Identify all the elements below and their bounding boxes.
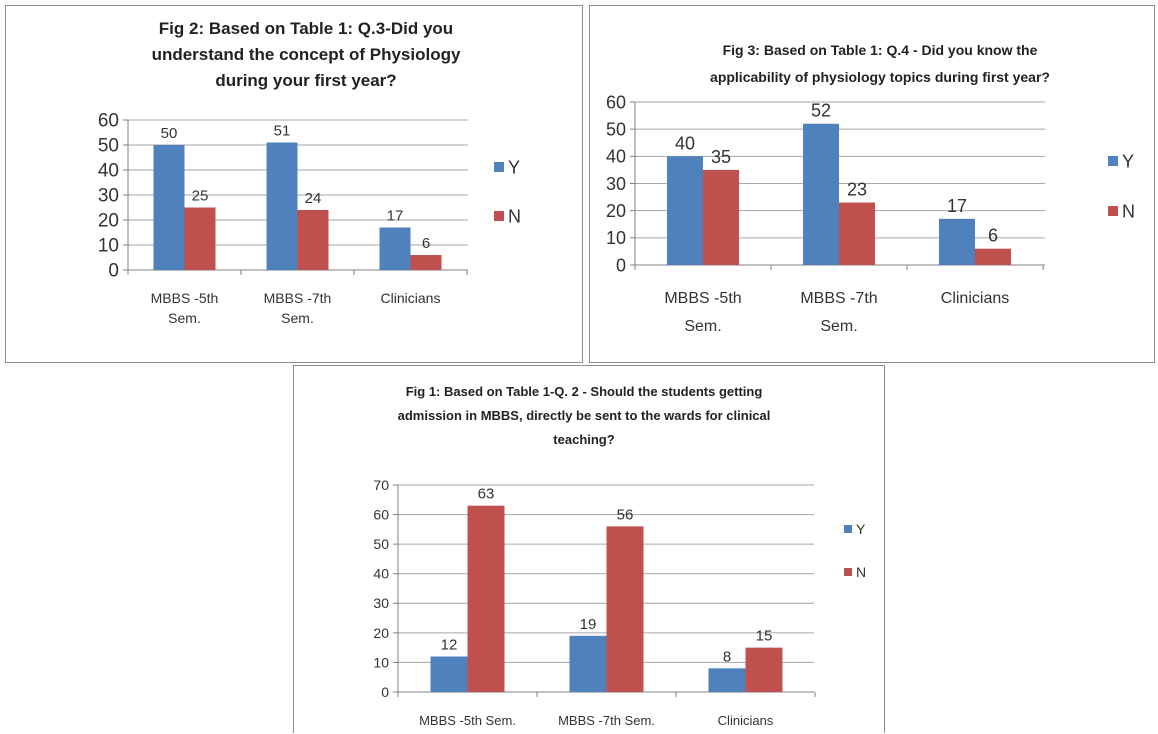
y-tick-label: 50 bbox=[373, 536, 389, 552]
y-tick-label: 40 bbox=[98, 161, 119, 182]
y-tick-label: 20 bbox=[606, 201, 626, 221]
legend-swatch-y bbox=[494, 162, 504, 172]
y-tick-label: 10 bbox=[98, 236, 119, 257]
x-tick-label: MBBS -7th Sem. bbox=[558, 713, 655, 728]
x-tick-label: Sem. bbox=[684, 318, 721, 335]
bar-n-3 bbox=[745, 647, 783, 692]
bar-n-2 bbox=[297, 210, 329, 270]
bar-y-1 bbox=[667, 156, 703, 265]
data-label: 17 bbox=[387, 208, 404, 225]
chart-title-line: during your first year? bbox=[215, 71, 396, 90]
data-label: 25 bbox=[192, 188, 209, 205]
y-tick-label: 60 bbox=[606, 92, 626, 112]
bar-y-2 bbox=[266, 142, 298, 270]
y-tick-label: 10 bbox=[606, 228, 626, 248]
y-tick-label: 30 bbox=[98, 186, 119, 207]
y-tick-label: 30 bbox=[373, 595, 389, 611]
data-label: 6 bbox=[422, 235, 430, 252]
data-label: 12 bbox=[441, 637, 458, 654]
legend-label: N bbox=[508, 206, 521, 226]
bar-n-1 bbox=[467, 505, 505, 692]
x-tick-label: MBBS -5th bbox=[664, 290, 741, 307]
y-tick-label: 60 bbox=[98, 111, 119, 132]
bar-n-2 bbox=[606, 526, 644, 692]
bar-n-2 bbox=[839, 202, 875, 265]
legend-swatch-n bbox=[1108, 206, 1118, 216]
data-label: 63 bbox=[478, 486, 495, 503]
legend-label: Y bbox=[508, 157, 520, 177]
data-label: 50 bbox=[161, 125, 178, 142]
y-tick-label: 60 bbox=[373, 506, 389, 522]
data-label: 51 bbox=[274, 123, 291, 140]
legend-label: N bbox=[1122, 201, 1135, 221]
y-tick-label: 50 bbox=[606, 119, 626, 139]
bar-n-1 bbox=[703, 169, 739, 265]
data-label: 56 bbox=[617, 506, 634, 523]
bar-y-3 bbox=[939, 218, 975, 265]
chart-panel-fig3: Fig 3: Based on Table 1: Q.4 - Did you k… bbox=[589, 5, 1155, 363]
data-label: 19 bbox=[580, 616, 597, 633]
x-tick-label: MBBS -5th Sem. bbox=[419, 713, 516, 728]
x-tick-label: Clinicians bbox=[941, 290, 1009, 307]
chart-title-line: understand the concept of Physiology bbox=[152, 45, 461, 64]
bar-y-2 bbox=[803, 123, 839, 265]
x-tick-label: Sem. bbox=[820, 318, 857, 335]
data-label: 6 bbox=[988, 226, 998, 246]
legend-swatch-y bbox=[1108, 156, 1118, 166]
chart-fig2: Fig 2: Based on Table 1: Q.3-Did you unde… bbox=[98, 19, 521, 326]
legend-swatch-y bbox=[844, 525, 852, 533]
data-label: 24 bbox=[305, 190, 322, 207]
bar-n-3 bbox=[975, 248, 1011, 265]
x-tick-label: MBBS -7th bbox=[264, 290, 332, 306]
data-label: 17 bbox=[947, 196, 967, 216]
data-label: 40 bbox=[675, 133, 695, 153]
chart-title-line: Fig 2: Based on Table 1: Q.3-Did you bbox=[159, 19, 453, 38]
bar-y-1 bbox=[153, 145, 185, 270]
chart-title-line: Fig 3: Based on Table 1: Q.4 - Did you k… bbox=[723, 42, 1038, 58]
y-tick-label: 30 bbox=[606, 174, 626, 194]
x-tick-label: Clinicians bbox=[381, 290, 441, 306]
chart-fig3: Fig 3: Based on Table 1: Q.4 - Did you k… bbox=[606, 42, 1135, 335]
legend-swatch-n bbox=[494, 211, 504, 221]
y-tick-label: 20 bbox=[98, 211, 119, 232]
bar-n-3 bbox=[410, 255, 442, 270]
chart-title-line: teaching? bbox=[553, 432, 614, 447]
y-tick-label: 40 bbox=[606, 147, 626, 167]
bar-y-3 bbox=[379, 227, 411, 270]
x-tick-label: Sem. bbox=[168, 310, 201, 326]
y-tick-label: 40 bbox=[373, 566, 389, 582]
bar-y-1 bbox=[430, 656, 468, 692]
legend-label: N bbox=[856, 564, 866, 580]
y-tick-label: 20 bbox=[373, 625, 389, 641]
data-label: 8 bbox=[723, 648, 731, 665]
bar-y-2 bbox=[569, 635, 607, 692]
x-tick-label: Clinicians bbox=[718, 713, 774, 728]
data-label: 23 bbox=[847, 180, 867, 200]
chart-title-line: Fig 1: Based on Table 1-Q. 2 - Should th… bbox=[406, 384, 763, 399]
chart-panel-fig2: Fig 2: Based on Table 1: Q.3-Did you unde… bbox=[5, 5, 583, 363]
data-label: 35 bbox=[711, 147, 731, 167]
x-tick-label: MBBS -5th bbox=[151, 290, 219, 306]
y-tick-label: 0 bbox=[616, 255, 626, 275]
x-tick-label: MBBS -7th bbox=[800, 290, 877, 307]
legend-label: Y bbox=[856, 521, 866, 537]
y-tick-label: 50 bbox=[98, 136, 119, 157]
y-tick-label: 0 bbox=[108, 261, 119, 282]
y-tick-label: 70 bbox=[373, 477, 389, 493]
legend-swatch-n bbox=[844, 568, 852, 576]
y-tick-label: 0 bbox=[381, 684, 389, 700]
chart-fig1: Fig 1: Based on Table 1-Q. 2 - Should th… bbox=[373, 384, 866, 728]
bar-n-1 bbox=[184, 207, 216, 270]
bar-y-3 bbox=[708, 668, 746, 692]
chart-title-line: applicability of physiology topics durin… bbox=[710, 69, 1050, 85]
x-tick-label: Sem. bbox=[281, 310, 314, 326]
data-label: 52 bbox=[811, 101, 831, 121]
data-label: 15 bbox=[756, 628, 773, 645]
chart-panel-fig1: Fig 1: Based on Table 1-Q. 2 - Should th… bbox=[293, 365, 885, 733]
y-tick-label: 10 bbox=[373, 654, 389, 670]
chart-title-line: admission in MBBS, directly be sent to t… bbox=[398, 408, 771, 423]
legend-label: Y bbox=[1122, 151, 1134, 171]
